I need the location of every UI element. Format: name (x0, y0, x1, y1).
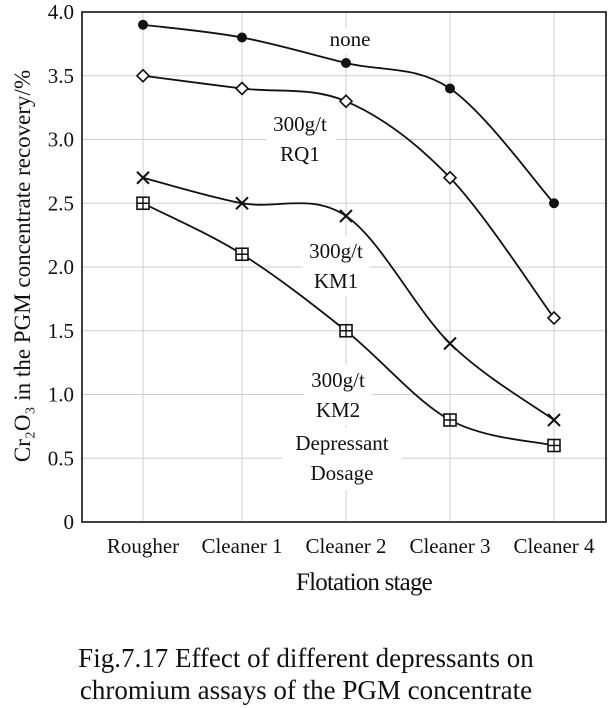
y-tick-label: 3.0 (48, 128, 74, 152)
x-tick-label: Cleaner 3 (409, 534, 490, 558)
marker-circle (138, 20, 148, 30)
marker-circle (445, 84, 455, 94)
marker-diamond (548, 312, 560, 324)
y-tick-label: 4.0 (48, 0, 74, 24)
x-tick-label: Cleaner 1 (201, 534, 282, 558)
figure-caption-line-2: chromium assays of the PGM concentrate (0, 672, 612, 708)
x-axis-title: Flotation stage (296, 569, 433, 596)
y-tick-label: 2.0 (48, 255, 74, 279)
annotation-km1-name: KM1 (314, 269, 358, 293)
y-tick-label: 1.0 (48, 383, 74, 407)
y-tick-label: 0.5 (48, 446, 74, 470)
x-tick-label: Cleaner 4 (513, 534, 595, 558)
line-chart: 0 0.5 1.0 1.5 2.0 2.5 3.0 3.5 4.0 Rougher Cleaner… (0, 0, 612, 640)
annotation-rq1-dose: 300g/t (273, 112, 327, 136)
annotation-km2-name: KM2 (316, 398, 360, 422)
y-tick-label: 0 (64, 510, 75, 534)
x-tick-label: Cleaner 2 (305, 534, 386, 558)
marker-diamond (236, 83, 248, 95)
marker-circle (237, 33, 247, 43)
y-tick-label: 3.5 (48, 64, 74, 88)
marker-diamond (340, 95, 352, 107)
annotation-none: none (330, 27, 371, 51)
y-tick-label: 1.5 (48, 319, 74, 343)
y-axis-title: Cr₂O₃ in the PGM concentrate recovery/% (10, 70, 35, 462)
annotation-km1-dose: 300g/t (309, 239, 363, 263)
marker-circle (341, 58, 351, 68)
x-tick-labels: Rougher Cleaner 1 Cleaner 2 Cleaner 3 Cleane… (107, 534, 595, 558)
y-tick-labels: 0 0.5 1.0 1.5 2.0 2.5 3.0 3.5 4.0 (48, 0, 74, 534)
marker-circle (549, 198, 559, 208)
annotation-dosage-2: Dosage (311, 461, 374, 485)
marker-diamond (137, 70, 149, 82)
x-tick-label: Rougher (107, 534, 179, 558)
figure-caption-line-1: Fig.7.17 Effect of different depressants… (0, 640, 612, 676)
y-tick-label: 2.5 (48, 191, 74, 215)
annotation-km2-dose: 300g/t (311, 368, 365, 392)
annotation-dosage-1: Depressant (295, 431, 388, 455)
annotation-rq1-name: RQ1 (280, 142, 320, 166)
